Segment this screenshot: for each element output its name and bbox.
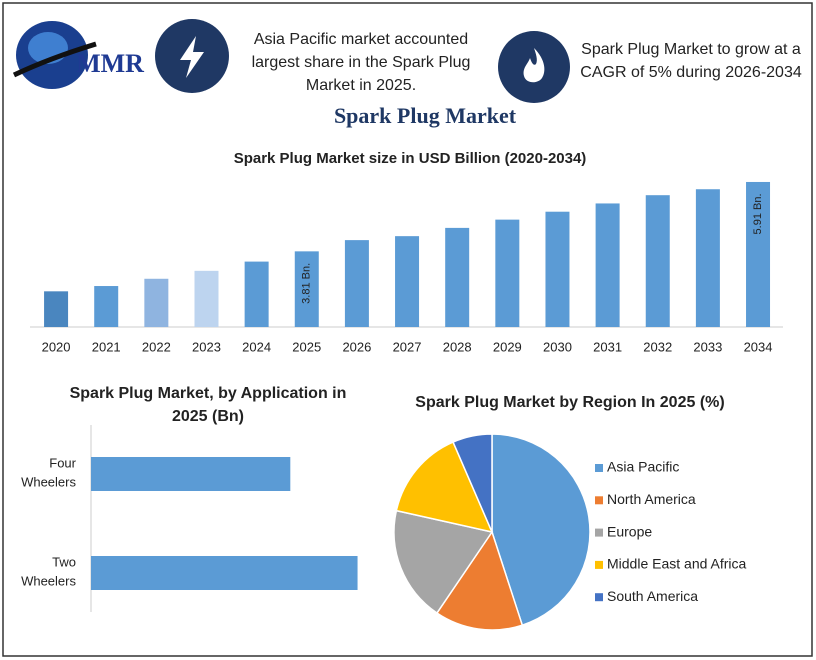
bar [44,291,69,327]
x-tick-label: 2030 [543,339,572,354]
legend-label: South America [607,588,698,604]
x-tick-label: 2022 [142,339,171,354]
bar [645,195,670,327]
legend-swatch [595,528,603,537]
value-label: 5.91 Bn. [752,193,764,234]
bar [94,286,119,327]
x-tick-label: 2034 [744,339,773,354]
x-tick-label: 2020 [42,339,71,354]
page-title: Spark Plug Market [334,103,517,128]
legend-label: North America [607,491,696,507]
bar [746,181,771,327]
bar [91,457,291,491]
value-label: 3.81 Bn. [301,263,313,304]
bar [495,219,520,327]
bar [244,261,269,327]
x-tick-label: 2021 [92,339,121,354]
x-tick-label: 2032 [643,339,672,354]
x-tick-label: 2023 [192,339,221,354]
bar [595,203,620,327]
pie-slice [491,433,591,627]
x-tick-label: 2027 [393,339,422,354]
hbar-title: Spark Plug Market, by Application in 202… [69,385,347,425]
x-tick-label: 2026 [342,339,371,354]
x-tick-label: 2025 [292,339,321,354]
x-tick-label: 2028 [443,339,472,354]
bar [91,556,358,590]
bolt-shape [180,36,204,78]
fact-2: Spark Plug Market to grow at a CAGR of 5… [580,41,802,81]
bar [545,211,570,327]
legend-label: Asia Pacific [607,459,679,475]
x-tick-label: 2029 [493,339,522,354]
x-tick-label: 2024 [242,339,271,354]
pie-slice [393,509,494,615]
pie-title: Spark Plug Market by Region In 2025 (%) [415,394,725,411]
x-tick-label: 2031 [593,339,622,354]
legend-swatch [595,496,603,505]
bar [395,236,420,327]
bar [194,270,219,327]
pie-slice [435,530,524,631]
legend-swatch [595,593,603,602]
logo-globe [12,21,97,89]
y-tick-label: Four Wheelers [21,456,77,490]
x-tick-label: 2033 [693,339,722,354]
fact-1: Asia Pacific market accounted largest sh… [251,31,471,94]
legend-label: Europe [607,523,652,539]
pie-slice [452,433,493,533]
bar [144,278,169,327]
pie-slice [395,441,494,534]
legend-label: Middle East and Africa [607,556,747,572]
bar [445,227,470,327]
bar [695,189,720,327]
bar [294,251,319,327]
y-tick-label: Two Wheelers [21,555,76,589]
logo-text: MMR [76,49,144,78]
legend-swatch [595,464,603,472]
flame-shape [523,48,545,83]
legend-swatch [595,560,603,569]
bar [344,240,369,327]
bar-title: Spark Plug Market size in USD Billion (2… [233,150,587,167]
